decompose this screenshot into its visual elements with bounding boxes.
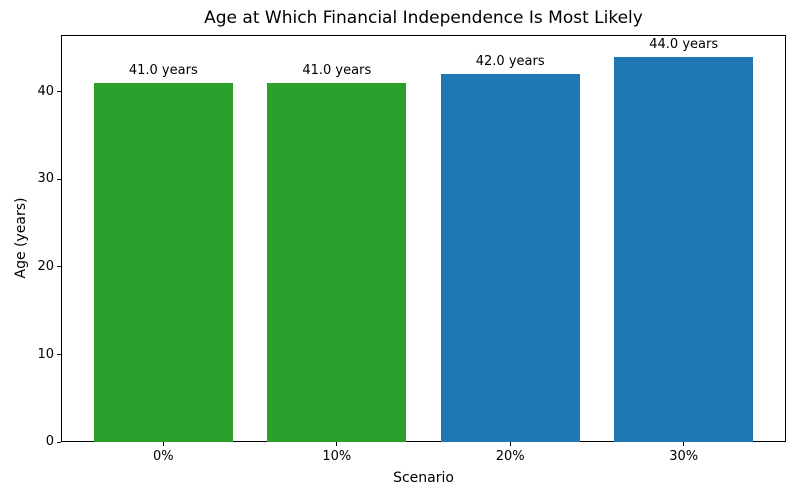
x-tick-label: 20% (495, 449, 525, 464)
bar (267, 83, 407, 442)
y-tick-mark (57, 91, 61, 93)
y-tick-mark (57, 441, 61, 443)
bar (614, 56, 754, 442)
y-tick-label: 10 (37, 346, 54, 362)
x-tick-label: 10% (322, 449, 352, 464)
y-tick-mark (57, 266, 61, 268)
bar-value-label: 41.0 years (128, 63, 198, 79)
y-tick-label: 0 (45, 434, 54, 449)
x-tick-mark (162, 442, 164, 446)
x-tick-mark (336, 442, 338, 446)
bar (440, 74, 580, 442)
y-tick-label: 20 (37, 258, 54, 274)
y-tick-label: 30 (37, 171, 54, 187)
chart-title: Age at Which Financial Independence Is M… (204, 8, 643, 28)
bar-value-label: 44.0 years (649, 36, 719, 52)
x-tick-mark (683, 442, 685, 446)
x-tick-label: 30% (669, 449, 699, 464)
y-tick-mark (57, 354, 61, 355)
x-tick-mark (509, 442, 511, 446)
bar-value-label: 41.0 years (302, 63, 372, 79)
bar (94, 83, 233, 442)
y-axis-label: Age (years) (13, 197, 29, 279)
x-axis-label: Scenario (393, 470, 454, 486)
bar-value-label: 42.0 years (475, 54, 545, 70)
y-tick-mark (57, 178, 61, 180)
y-tick-label: 40 (37, 83, 54, 99)
x-tick-label: 0% (152, 449, 174, 464)
